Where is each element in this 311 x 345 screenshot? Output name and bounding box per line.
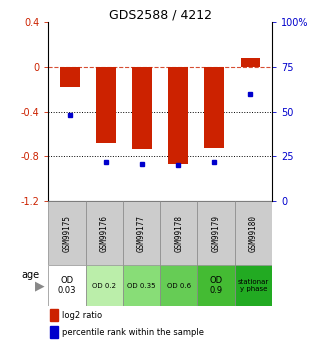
Text: GSM99177: GSM99177 <box>137 215 146 252</box>
Text: OD 0.2: OD 0.2 <box>92 283 116 289</box>
Text: stationar
y phase: stationar y phase <box>238 279 269 292</box>
Bar <box>86 201 123 265</box>
Bar <box>197 201 235 265</box>
Bar <box>168 67 188 164</box>
Text: log2 ratio: log2 ratio <box>62 311 102 320</box>
Bar <box>60 67 80 87</box>
Text: percentile rank within the sample: percentile rank within the sample <box>62 327 204 337</box>
Text: OD 0.35: OD 0.35 <box>127 283 156 289</box>
Bar <box>96 67 116 143</box>
Bar <box>132 67 152 149</box>
Bar <box>160 265 197 306</box>
Text: OD
0.03: OD 0.03 <box>58 276 76 295</box>
Bar <box>235 265 272 306</box>
Bar <box>240 58 260 67</box>
Title: GDS2588 / 4212: GDS2588 / 4212 <box>109 8 212 21</box>
Bar <box>48 201 86 265</box>
Text: GSM99176: GSM99176 <box>100 215 109 252</box>
Text: OD
0.9: OD 0.9 <box>210 276 223 295</box>
Text: age: age <box>21 270 39 280</box>
Text: GSM99175: GSM99175 <box>63 215 71 252</box>
Text: OD 0.6: OD 0.6 <box>167 283 191 289</box>
Text: GSM99179: GSM99179 <box>212 215 220 252</box>
Bar <box>50 309 58 321</box>
Text: ▶: ▶ <box>35 279 45 292</box>
Text: GSM99180: GSM99180 <box>249 215 258 252</box>
Bar <box>123 265 160 306</box>
Bar <box>160 201 197 265</box>
Bar <box>235 201 272 265</box>
Text: GSM99178: GSM99178 <box>174 215 183 252</box>
Bar <box>50 326 58 338</box>
Bar <box>48 265 86 306</box>
Bar <box>86 265 123 306</box>
Bar <box>204 67 224 148</box>
Bar <box>123 201 160 265</box>
Bar <box>197 265 235 306</box>
